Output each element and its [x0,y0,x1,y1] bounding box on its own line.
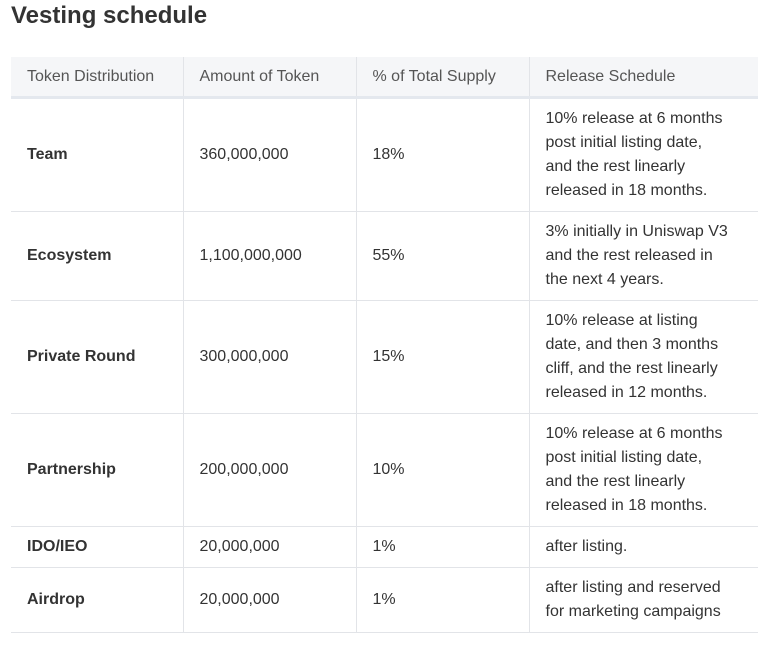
release-cell: 10% release at 6 months post initial list… [528,97,758,212]
text-line: the next 4 years. [545,271,664,288]
column-header: Token Distribution [11,57,183,99]
release-cell: 10% release at 6 months post initial list… [528,413,758,527]
table-cell: 200,000,000 [182,413,356,527]
text-line: post initial listing date, [545,449,703,466]
table-row: Airdrop 20,000,000 1% after listing and res… [11,567,758,633]
release-cell: after listing. [528,526,758,568]
release-cell: after listing and reserved for marketing … [528,567,758,633]
table-cell: IDO/IEO [11,526,183,568]
table-row: Private Round 300,000,000 15% 10% release a… [11,300,758,414]
release-cell: 10% release at listing date, and then 3 m… [528,300,758,414]
table-cell: 1% [355,526,529,568]
text-line: for marketing campaigns [545,603,721,620]
table-cell: 1% [355,567,529,633]
text-line: 10% release at 6 months [545,110,723,127]
text-line: released in 18 months. [545,182,708,199]
page-title: Vesting schedule [11,2,208,29]
table-cell: Team [11,97,183,212]
table-row: Ecosystem 1,100,000,000 55% 3% initially in… [11,211,758,301]
text-line: and the rest linearly [545,473,686,490]
text-line: released in 12 months. [545,384,708,401]
table-row: IDO/IEO 20,000,000 1% after listing. [11,526,758,568]
table-cell: 360,000,000 [182,97,356,212]
table-cell: 1,100,000,000 [182,211,356,301]
text-line: 10% release at 6 months [545,425,723,442]
table-cell: Private Round [11,300,183,414]
table-cell: 18% [355,97,529,212]
header-row: Token Distribution Amount of Token% of To… [11,57,758,99]
table-cell: Partnership [11,413,183,527]
text-line: after listing and reserved [545,579,721,596]
table-cell: 15% [355,300,529,414]
table-row: Team 360,000,000 18% 10% release at 6 month… [11,97,758,212]
table-cell: Airdrop [11,567,183,633]
table-cell: 20,000,000 [182,567,356,633]
table-cell: 20,000,000 [182,526,356,568]
text-line: released in 18 months. [545,497,708,514]
text-line: after listing. [545,538,628,555]
table-cell: 55% [355,211,529,301]
table-body: Team 360,000,000 18% 10% release at 6 month… [11,97,758,633]
text-line: and the rest linearly [545,158,686,175]
text-line: date, and then 3 months [545,336,719,353]
text-line: 10% release at listing [545,312,698,329]
text-line: cliff, and the rest linearly [545,360,718,377]
column-header: % of Total Supply [355,57,529,99]
table-cell: 300,000,000 [182,300,356,414]
release-cell: 3% initially in Uniswap V3 and the rest r… [528,211,758,301]
text-line: post initial listing date, [545,134,703,151]
table-cell: Ecosystem [11,211,183,301]
text-line: 3% initially in Uniswap V3 [545,223,728,240]
column-header: Release Schedule [528,57,758,99]
vesting-table: Token Distribution Amount of Token% of To… [11,57,758,633]
table-row: Partnership 200,000,000 10% 10% release at … [11,413,758,527]
table-cell: 10% [355,413,529,527]
text-line: and the rest released in [545,247,713,264]
column-header: Amount of Token [182,57,356,99]
